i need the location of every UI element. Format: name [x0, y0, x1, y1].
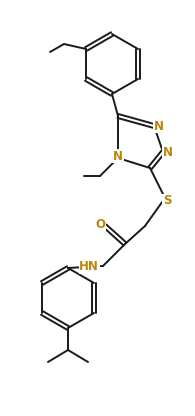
Text: N: N — [163, 146, 173, 158]
Text: O: O — [95, 218, 105, 230]
Text: HN: HN — [79, 260, 99, 273]
Text: S: S — [163, 195, 171, 208]
Text: N: N — [113, 149, 123, 163]
Text: N: N — [154, 119, 164, 133]
